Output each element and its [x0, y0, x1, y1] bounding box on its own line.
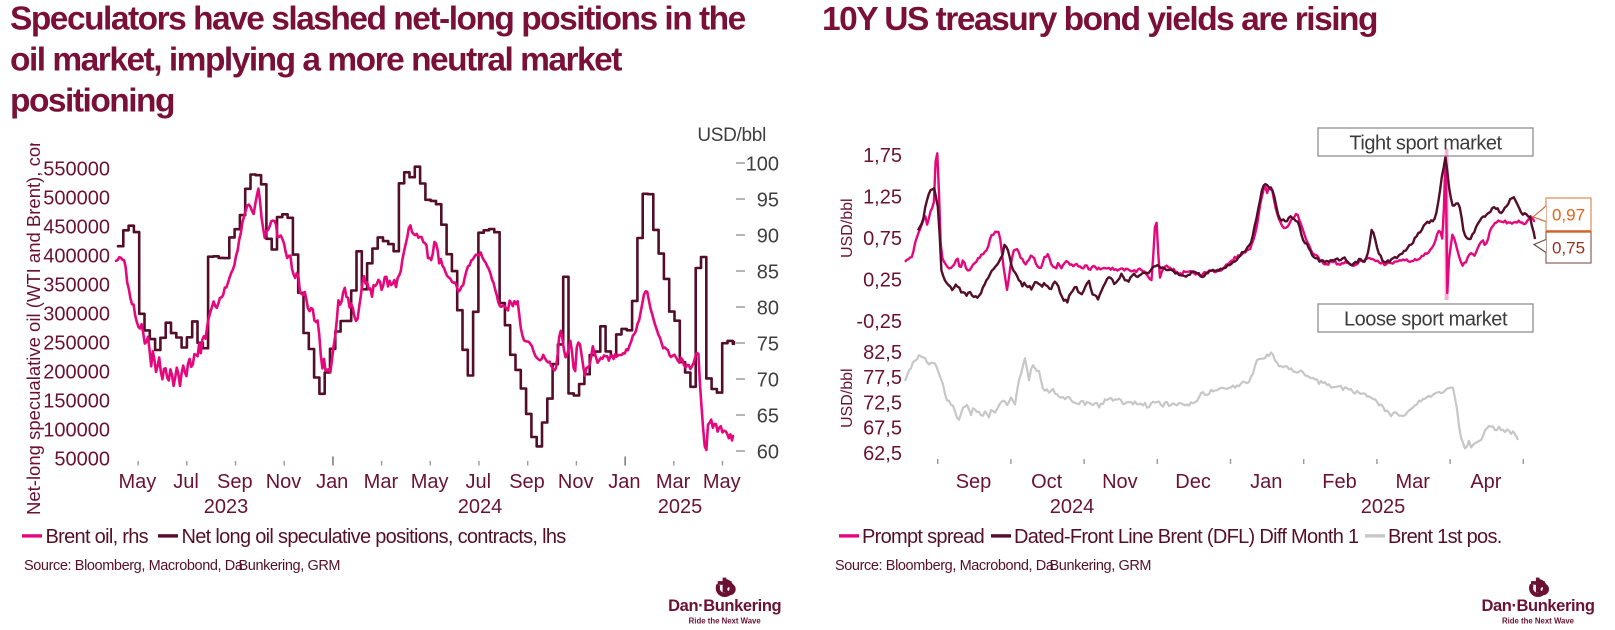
svg-text:Source: Bloomberg, Macrobond,: Source: Bloomberg, Macrobond, DaBunkerin… [835, 558, 1151, 574]
svg-text:USD/bbl: USD/bbl [697, 125, 766, 146]
svg-text:Brent 1st pos.: Brent 1st pos. [1388, 526, 1502, 548]
svg-text:Mar: Mar [1395, 471, 1430, 493]
svg-text:Dan·Bunkering: Dan·Bunkering [1481, 597, 1594, 615]
svg-text:oil market, implying a more ne: oil market, implying a more neutral mark… [10, 42, 622, 79]
svg-text:150000: 150000 [43, 390, 110, 412]
svg-text:60: 60 [757, 441, 779, 463]
svg-text:Dan·Bunkering: Dan·Bunkering [668, 597, 781, 615]
svg-text:1,75: 1,75 [863, 145, 902, 167]
svg-text:350000: 350000 [43, 274, 110, 296]
svg-text:0,75: 0,75 [1552, 239, 1585, 258]
svg-text:65: 65 [757, 405, 779, 427]
svg-text:Jul: Jul [466, 471, 492, 493]
svg-text:Jan: Jan [608, 471, 640, 493]
svg-text:Nov: Nov [558, 471, 594, 493]
svg-text:Ride the Next Wave: Ride the Next Wave [689, 617, 762, 626]
svg-text:Prompt spread: Prompt spread [862, 526, 984, 548]
svg-text:75: 75 [757, 333, 779, 355]
svg-text:85: 85 [757, 261, 779, 283]
svg-text:50000: 50000 [54, 448, 110, 470]
svg-text:72,5: 72,5 [863, 392, 902, 414]
svg-text:80: 80 [757, 297, 779, 319]
svg-text:Mar: Mar [656, 471, 691, 493]
svg-text:100: 100 [746, 153, 779, 175]
svg-text:Sep: Sep [509, 471, 545, 493]
svg-text:May: May [411, 471, 449, 493]
svg-text:2024: 2024 [1050, 496, 1095, 518]
svg-text:positioning: positioning [10, 83, 174, 120]
svg-text:67,5: 67,5 [863, 418, 902, 440]
svg-text:Jul: Jul [173, 471, 199, 493]
svg-text:500000: 500000 [43, 187, 110, 209]
svg-text:200000: 200000 [43, 361, 110, 383]
svg-text:Nov: Nov [1102, 471, 1138, 493]
svg-text:70: 70 [757, 369, 779, 391]
svg-text:Feb: Feb [1322, 471, 1356, 493]
svg-text:May: May [703, 471, 741, 493]
svg-text:0,75: 0,75 [863, 228, 902, 250]
svg-text:Brent oil, rhs: Brent oil, rhs [46, 526, 149, 548]
svg-text:300000: 300000 [43, 303, 110, 325]
svg-text:2023: 2023 [204, 496, 249, 518]
svg-text:Jan: Jan [316, 471, 348, 493]
svg-text:2025: 2025 [658, 496, 703, 518]
svg-text:62,5: 62,5 [863, 443, 902, 465]
svg-text:Mar: Mar [364, 471, 399, 493]
svg-text:0,25: 0,25 [863, 269, 902, 291]
svg-text:100000: 100000 [43, 419, 110, 441]
svg-text:10Y US treasury bond yields ar: 10Y US treasury bond yields are rising [822, 1, 1377, 38]
svg-text:450000: 450000 [43, 216, 110, 238]
svg-text:Source: Bloomberg, Macrobond,: Source: Bloomberg, Macrobond, DaBunkerin… [24, 558, 340, 574]
svg-text:Net long oil speculative posit: Net long oil speculative positions, cont… [182, 526, 567, 548]
svg-text:USD/bbl: USD/bbl [839, 198, 856, 258]
svg-text:2025: 2025 [1361, 496, 1406, 518]
svg-text:Dec: Dec [1175, 471, 1211, 493]
svg-text:Speculators have slashed net‑l: Speculators have slashed net‑long positi… [10, 1, 746, 38]
svg-text:Apr: Apr [1470, 471, 1501, 493]
svg-text:82,5: 82,5 [863, 342, 902, 364]
svg-text:Ride the Next Wave: Ride the Next Wave [1502, 617, 1575, 626]
svg-text:Nov: Nov [266, 471, 302, 493]
svg-text:400000: 400000 [43, 245, 110, 267]
svg-text:1,25: 1,25 [863, 186, 902, 208]
svg-text:Loose sport market: Loose sport market [1344, 309, 1508, 331]
svg-text:Oct: Oct [1031, 471, 1063, 493]
svg-text:95: 95 [757, 189, 779, 211]
svg-text:May: May [119, 471, 157, 493]
svg-text:90: 90 [757, 225, 779, 247]
svg-text:250000: 250000 [43, 332, 110, 354]
svg-text:-0,25: -0,25 [856, 311, 902, 333]
svg-text:77,5: 77,5 [863, 367, 902, 389]
svg-text:0,97: 0,97 [1552, 206, 1585, 225]
svg-text:2024: 2024 [458, 496, 503, 518]
svg-text:Tight sport market: Tight sport market [1349, 133, 1502, 155]
svg-text:Jan: Jan [1250, 471, 1282, 493]
svg-text:USD/bbl: USD/bbl [839, 368, 856, 428]
svg-text:Dated-Front Line Brent (DFL) D: Dated-Front Line Brent (DFL) Diff Month … [1014, 526, 1359, 548]
svg-text:Sep: Sep [956, 471, 992, 493]
svg-text:Net-long specualative oil (WTI: Net-long specualative oil (WTI and Brent… [23, 91, 44, 515]
svg-text:550000: 550000 [43, 158, 110, 180]
svg-text:Sep: Sep [217, 471, 253, 493]
